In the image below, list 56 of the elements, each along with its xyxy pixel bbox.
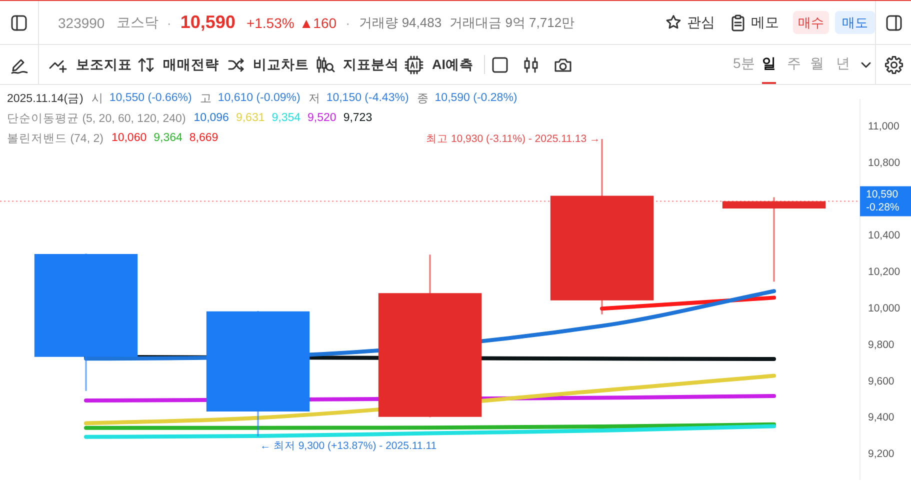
text: · (346, 14, 350, 30)
text: 비교차트 (253, 56, 309, 74)
text: 5분 (733, 54, 755, 72)
y-tick-label: 9,600 (868, 375, 894, 388)
text: 323990 (58, 14, 105, 30)
text: 거래량 94,483 (359, 14, 442, 32)
annotation: 8,669 (189, 132, 218, 144)
annotation: 9,354 (272, 112, 301, 124)
annotation: 2025.11.14(금) (7, 92, 84, 106)
text: 관심 (687, 14, 715, 32)
line-series (84, 424, 776, 439)
text: · (166, 14, 172, 30)
annotation: 최고 10,930 (-3.11%) - 2025.11.13 → (426, 133, 600, 146)
annotation: 10,096 (194, 112, 229, 124)
y-tick-label: 9,200 (868, 448, 894, 460)
annotation: 종 (416, 92, 429, 106)
annotation: 10,060 (111, 132, 147, 144)
text: 매수 (798, 14, 824, 30)
annotation: 시 (91, 92, 104, 106)
text: 10,590 (180, 12, 236, 33)
annotation: 9,631 (236, 112, 265, 124)
y-tick-label: 11,000 (868, 120, 900, 132)
text: 매도 (842, 14, 868, 30)
annotation: 9,723 (343, 112, 372, 124)
y-tick-label: 10,200 (868, 266, 900, 278)
text: AI예측 (432, 56, 474, 74)
text: 메모 (751, 14, 779, 32)
candlestick (722, 197, 826, 282)
annotation: 9,364 (154, 132, 182, 144)
text: 매매전략 (163, 56, 219, 74)
annotation: 고 (200, 92, 212, 106)
ref-line-label: 10,590 -0.28% (866, 188, 900, 214)
annotation: 단순이동평균 (5, 20, 60, 120, 240) (7, 112, 186, 126)
y-tick-label: 10,400 (868, 230, 900, 242)
annotation: 9,520 (308, 112, 336, 124)
annotation: 10,150 (-4.43%) (326, 92, 409, 104)
annotation: 10,550 (-0.66%) (109, 92, 192, 104)
text: 코스닥 (116, 14, 159, 32)
text: 년 (836, 54, 850, 72)
text: 지표분석 (343, 56, 399, 74)
text: +1.53% (246, 14, 294, 30)
text: ▲160 (299, 14, 337, 30)
annotation: ← 최저 9,300 (+13.87%) - 2025.11.11 (260, 440, 437, 452)
text: 일 (762, 54, 776, 72)
text: 거래대금 9억 7,712만 (450, 14, 575, 32)
text: 보조지표 (76, 56, 132, 74)
y-tick-label: 10,000 (868, 302, 900, 314)
annotation: 저 (308, 92, 320, 106)
y-tick-label: 9,400 (868, 412, 894, 424)
y-tick-label: 9,800 (868, 338, 894, 351)
annotation: 10,610 (-0.09%) (218, 92, 300, 104)
annotation: 10,590 (-0.28%) (434, 92, 518, 104)
y-tick-label: 10,800 (868, 156, 900, 169)
text: 주 (787, 54, 801, 72)
annotation: 볼린저밴드 (74, 2) (7, 132, 104, 146)
text: 월 (810, 54, 824, 72)
